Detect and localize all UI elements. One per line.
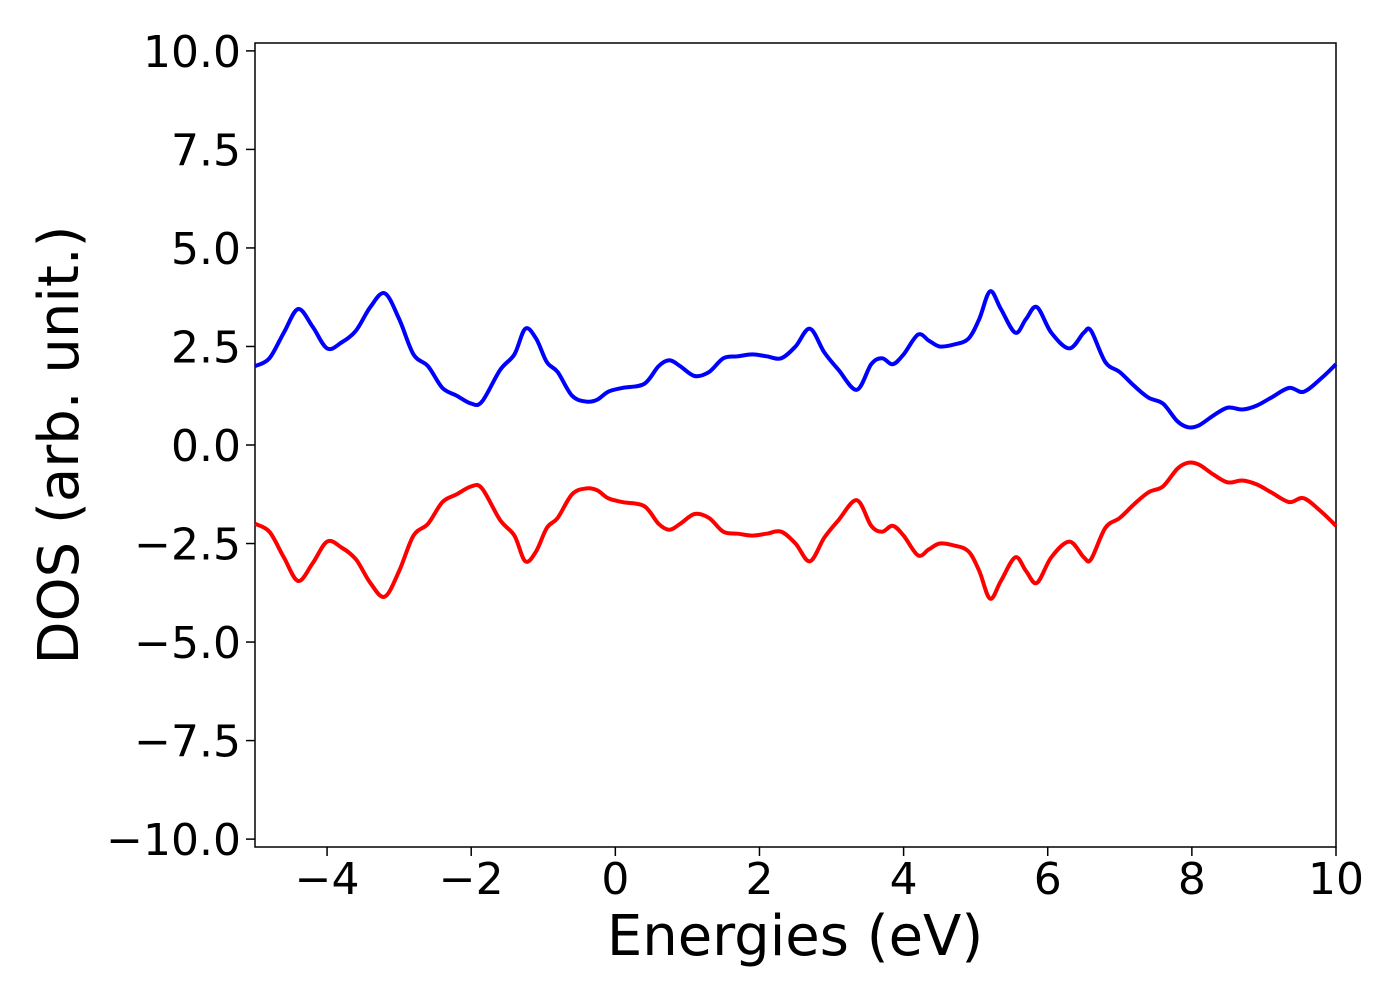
y-tick-label: −5.0 xyxy=(134,618,241,669)
y-tick-label: −10.0 xyxy=(106,815,241,866)
x-tick-label: −2 xyxy=(439,854,504,905)
y-tick-label: 0.0 xyxy=(171,421,241,472)
x-axis-title: Energies (eV) xyxy=(607,904,983,969)
y-tick-label: 10.0 xyxy=(143,27,241,78)
x-tick-label: 6 xyxy=(1034,854,1062,905)
y-axis-title: DOS (arb. unit.) xyxy=(27,225,92,664)
y-tick-label: −7.5 xyxy=(134,717,241,768)
x-tick-label: 4 xyxy=(890,854,918,905)
y-tick-label: −2.5 xyxy=(134,520,241,571)
y-tick-label: 5.0 xyxy=(171,224,241,275)
x-tick-label: 2 xyxy=(745,854,773,905)
y-tick-label: 2.5 xyxy=(171,322,241,373)
series-line-2 xyxy=(254,460,1338,601)
y-tick-label: 7.5 xyxy=(171,125,241,176)
series-layer xyxy=(254,289,1338,601)
plot-area xyxy=(254,42,1337,848)
x-tick-label: −4 xyxy=(295,854,360,905)
x-tick-label: 10 xyxy=(1308,854,1364,905)
series-line-1 xyxy=(254,289,1338,430)
x-tick-label: 0 xyxy=(601,854,629,905)
x-tick-label: 8 xyxy=(1178,854,1206,905)
ticks-layer: −4 −2 0 2 4 6 8 10 −10.0 −7.5 −5.0 −2.5 0.0 2.5 5.0 7.5… xyxy=(106,27,1364,905)
